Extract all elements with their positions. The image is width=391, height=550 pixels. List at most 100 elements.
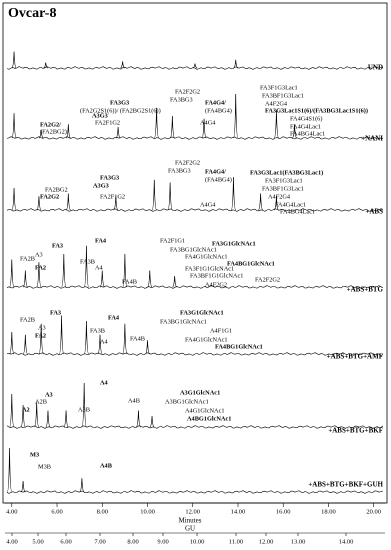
peak [11, 113, 17, 139]
peak-annotation: A3G3 [92, 112, 108, 119]
peak-annotation: FA3F1G3Lac1 [265, 177, 303, 184]
baseline-trace [7, 352, 384, 356]
x-tick-label: 12.00 [185, 508, 200, 515]
peak [230, 176, 236, 211]
peak-annotation: FA4G4Lac1 [290, 123, 321, 130]
peak-annotation: FA4G4/ [205, 99, 226, 106]
peak [292, 124, 297, 139]
peak [63, 410, 69, 428]
peak [120, 61, 125, 69]
peak-annotation: (FA2BG2) [40, 128, 67, 135]
peak-annotation: FA4G4S1(6) [290, 115, 322, 122]
peak-annotation: A4G4 [200, 119, 216, 126]
x-tick-label: 14.00 [231, 508, 246, 515]
peak-annotation: FA2F1G2 [100, 193, 125, 200]
panel-label: +NANI [361, 135, 383, 143]
peak-annotation: A3 [38, 324, 46, 331]
peak-annotation: FA3 [50, 309, 61, 316]
peak-annotation: A2 [22, 406, 30, 413]
peak [59, 315, 65, 355]
peak [38, 129, 44, 139]
x-axis-label: Minutes [179, 517, 202, 525]
peak-annotation: FA2BG2 [45, 186, 68, 193]
peak-annotation: A4G4 [200, 201, 216, 208]
baseline-trace [6, 66, 384, 70]
peak-annotation: A4BG1GlcNAc1 [187, 415, 231, 422]
peak [65, 193, 71, 211]
peak [38, 323, 44, 355]
x-tick-label: 8.00 [97, 508, 108, 515]
x-tick-label: 20.00 [366, 508, 381, 515]
peak-annotation: FA3BF1G3Lac1 [262, 92, 304, 99]
x2-tick-label: 11.00 [229, 538, 243, 545]
peak-annotation: FA2 [35, 264, 46, 271]
peak [6, 447, 13, 493]
peak-annotation: (FA2G2S1(6))/ (FA2BG2S1(6)) [80, 107, 161, 114]
peak [99, 270, 105, 288]
panel-label: +ABS+BTG [347, 286, 384, 294]
peak-annotation: FA4 [108, 314, 120, 321]
peak-annotation: FA3G3 [100, 174, 119, 181]
peak [145, 340, 150, 355]
peak-annotation: FA3F1G3Lac1 [260, 84, 298, 91]
peak-annotation: FA4G4/ [205, 168, 226, 175]
peak-annotation: FA3G3 [110, 99, 129, 106]
peak-annotation: FA2B [20, 316, 35, 323]
peak [122, 323, 128, 355]
peak-annotation: FA4 [95, 237, 107, 244]
peak-annotation: FA2F2G2 [175, 159, 200, 166]
peak [9, 331, 15, 355]
peak [201, 118, 207, 139]
peak-annotation: A3G1GlcNAc1 [180, 389, 220, 396]
peak-annotation: FA2G2/ [40, 121, 61, 128]
peak [136, 410, 141, 428]
baseline-trace [6, 136, 384, 140]
peak-annotation: FA4BG4Lac1 [280, 208, 315, 215]
peak [274, 196, 279, 211]
x-tick-label: 18.00 [321, 508, 336, 515]
peak-annotation: A4G1GlcNAc1 [185, 407, 225, 414]
peak [169, 115, 175, 139]
peak-annotation: FA3F1G1GlcNAc1 [185, 265, 234, 272]
x2-tick-label: 12.00 [259, 538, 274, 545]
peak [81, 382, 87, 428]
panel-label: +ABS [365, 208, 383, 216]
x2-tick-label: 5.00 [32, 538, 43, 545]
peak [233, 59, 239, 69]
peak [258, 193, 263, 211]
peak-annotation: FA2F1G2 [95, 119, 120, 126]
peak [172, 275, 177, 288]
chart-title: Ovcar-8 [8, 6, 56, 21]
peak [36, 196, 42, 211]
peak [83, 245, 89, 288]
peak [9, 259, 15, 288]
peak-annotation: FA3G3Lac1(FA3BG3Lac1) [250, 169, 323, 176]
peak-annotation: FA2G2 [40, 193, 59, 200]
peak-annotation: FA3BG3 [170, 96, 193, 103]
peak [65, 124, 71, 139]
peak-annotation: A4F1G1 [210, 327, 232, 334]
baseline-trace [6, 425, 384, 429]
x2-tick-label: 10.00 [190, 538, 205, 545]
peak-annotation: A3 [35, 251, 43, 258]
x2-tick-label: 13.00 [291, 538, 306, 545]
panel-label: +ABS+BTG+BKF+GUH [308, 481, 383, 489]
peak-annotation: FA3BG1GlcNAc1 [160, 318, 207, 325]
peak-annotation: A3G3 [93, 182, 109, 189]
peak-annotation: A4F2G4 [265, 100, 288, 107]
x-tick-label: 10.00 [140, 508, 155, 515]
peak [20, 404, 26, 428]
peak [97, 334, 103, 355]
panel-label: +ABS+BTG+AMF [327, 353, 383, 361]
peak-annotation: FA4B [122, 278, 137, 285]
peak-annotation: A3B [78, 406, 90, 413]
peak [149, 415, 155, 428]
peak-annotation: M3B [38, 463, 51, 470]
peak-annotation: FA3BG1GlcNAc1 [170, 246, 217, 253]
peak-annotation: FA4BG1GlcNAc1 [215, 343, 263, 350]
peak-annotation: FA2F2G2 [175, 88, 200, 95]
x2-tick-label: 9.00 [157, 538, 168, 545]
peak [115, 126, 121, 139]
